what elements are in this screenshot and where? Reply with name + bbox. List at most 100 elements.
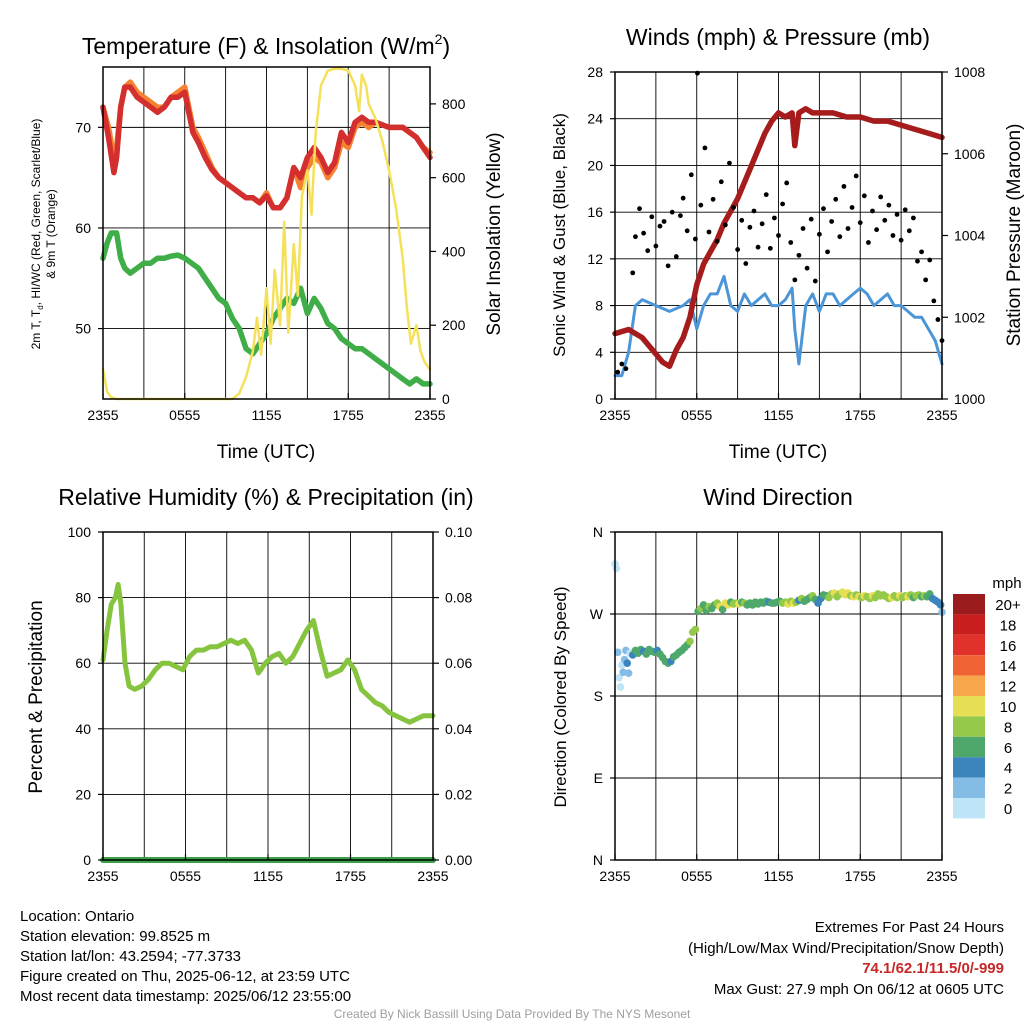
- wind-direction-panel: Wind Direction 2355 0555 1155 1755 2355NESWN…: [551, 484, 958, 884]
- winds-x-tick-label: 2355: [599, 407, 630, 423]
- humidity-y2-tick-label: 0.04: [445, 721, 472, 737]
- gust-point: [853, 173, 859, 179]
- temp-series-line: [100, 84, 433, 211]
- wind-direction-point: [936, 601, 945, 609]
- humidity-y2-tick-label: 0.00: [445, 852, 472, 868]
- gust-point: [919, 249, 924, 255]
- winds-y2-tick-label: 1004: [954, 228, 985, 244]
- figure-created: Figure created on Thu, 2025-06-12, at 23…: [20, 968, 350, 985]
- extremes-info: Extremes For Past 24 Hours (High/Low/Max…: [688, 918, 1004, 1000]
- gust-point: [657, 223, 663, 229]
- gust-point: [931, 298, 937, 304]
- gust-point: [870, 208, 875, 214]
- legend-label: 14: [1000, 658, 1017, 675]
- humidity-y-tick-label: 60: [75, 655, 91, 671]
- temperature-ticks: 2355 0555 1155 1755 2355 50 60 70 0 200 400 600 800: [75, 96, 465, 423]
- gust-point: [792, 277, 798, 283]
- humidity-y2-tick-label: 0.08: [445, 590, 472, 606]
- extremes-title: Extremes For Past 24 Hours: [814, 919, 1004, 936]
- gust-point: [678, 213, 683, 219]
- gust-point: [615, 369, 621, 375]
- wind-direction-point: [615, 673, 623, 682]
- gust-point: [649, 214, 655, 220]
- legend-swatch: [953, 614, 985, 635]
- gust-point: [684, 228, 690, 234]
- legend-swatch: [953, 757, 985, 778]
- speed-color-legend: mph 20+ 18 16 14 12 10 8 6 4 2 0: [953, 575, 1022, 819]
- gust-point: [630, 270, 636, 276]
- winds-x-tick-label: 1155: [763, 407, 793, 423]
- legend-label: 18: [1000, 617, 1017, 634]
- humidity-x-tick-label: 0555: [170, 868, 201, 884]
- wind-direction-y-tick-label: E: [594, 770, 603, 786]
- gust-point: [849, 205, 855, 210]
- gust-point: [698, 202, 704, 208]
- gust-point: [890, 233, 896, 238]
- wind-direction-panel-title: Wind Direction: [703, 484, 853, 510]
- wind-direction-y-tick-label: S: [594, 688, 603, 704]
- gust-point: [688, 172, 694, 178]
- legend-swatch: [953, 696, 985, 717]
- temperature-y2-tick-label: 0: [442, 391, 450, 407]
- wind-direction-x-tick-label: 2355: [599, 868, 630, 884]
- humidity-x-tick-label: 2355: [87, 868, 118, 884]
- temperature-x-tick-label: 2355: [87, 407, 118, 423]
- winds-y2-tick-label: 1006: [954, 146, 985, 162]
- wind-direction-x-tick-label: 0555: [681, 868, 712, 884]
- gust-point: [665, 263, 671, 269]
- wind-direction-left-axis-label: Direction (Colored By Speed): [551, 586, 570, 807]
- extremes-values: 74.1/62.1/11.5/0/-999: [862, 960, 1004, 977]
- gust-point: [906, 228, 912, 234]
- temperature-y-tick-label: 60: [75, 220, 91, 236]
- winds-y-tick-label: 8: [595, 298, 603, 314]
- temperature-insolation-panel: Temperature (F) & Insolation (W/m2) 2355…: [29, 31, 505, 463]
- temperature-x-tick-label: 1755: [333, 407, 364, 423]
- gust-point: [661, 219, 667, 224]
- temperature-y-tick-label: 70: [75, 119, 91, 135]
- humidity-ticks: 2355 0555 1155 1755 23550204060801000.000.02…: [68, 524, 473, 884]
- gust-point: [706, 229, 712, 235]
- max-gust: Max Gust: 27.9 mph On 06/12 at 0605 UTC: [713, 980, 1004, 998]
- gust-point: [878, 194, 884, 200]
- wind-direction-point: [691, 625, 700, 634]
- humidity-y2-tick-label: 0.10: [445, 524, 472, 540]
- gust-point: [623, 366, 629, 372]
- pressure-series-line: [612, 106, 945, 370]
- gust-point: [808, 216, 814, 222]
- gust-point: [935, 317, 941, 322]
- gust-point: [784, 180, 790, 186]
- temperature-y-tick-label: 50: [75, 321, 91, 337]
- winds-x-tick-label: 0555: [681, 407, 712, 423]
- gust-point: [735, 247, 741, 252]
- gust-point: [886, 202, 892, 208]
- gust-point: [641, 230, 647, 236]
- winds-y2-tick-label: 1008: [954, 64, 985, 80]
- station-location: Location: Ontario: [20, 908, 135, 925]
- legend-swatch: [953, 675, 985, 696]
- gust-point: [788, 240, 794, 245]
- wind-direction-x-tick-label: 1155: [763, 868, 793, 884]
- wind-direction-points: [611, 560, 946, 691]
- legend-swatch: [953, 716, 985, 737]
- gust-point: [763, 192, 769, 198]
- wind-direction-grid: [615, 532, 942, 860]
- gust-point: [755, 244, 761, 250]
- wind-direction-point: [616, 683, 625, 691]
- gust-point: [796, 252, 802, 258]
- gust-point: [825, 249, 830, 255]
- humidity-x-tick-label: 2355: [417, 868, 448, 884]
- temperature-x-tick-label: 1155: [251, 407, 281, 423]
- humidity-left-axis-label: Percent & Precipitation: [26, 600, 47, 793]
- gust-point: [829, 219, 835, 224]
- winds-y2-tick-label: 1000: [954, 391, 985, 407]
- gust-point: [902, 207, 908, 213]
- humidity-y2-tick-label: 0.06: [445, 655, 472, 671]
- temperature-y2-tick-label: 800: [442, 96, 466, 112]
- winds-pressure-panel: Winds (mph) & Pressure (mb) 2355 0555 1155…: [550, 24, 1024, 463]
- gust-point: [841, 184, 847, 189]
- winds-y-tick-label: 4: [595, 344, 603, 360]
- wind-direction-x-tick-label: 2355: [926, 868, 957, 884]
- legend-label: 10: [1000, 699, 1017, 716]
- gust-point: [637, 206, 642, 212]
